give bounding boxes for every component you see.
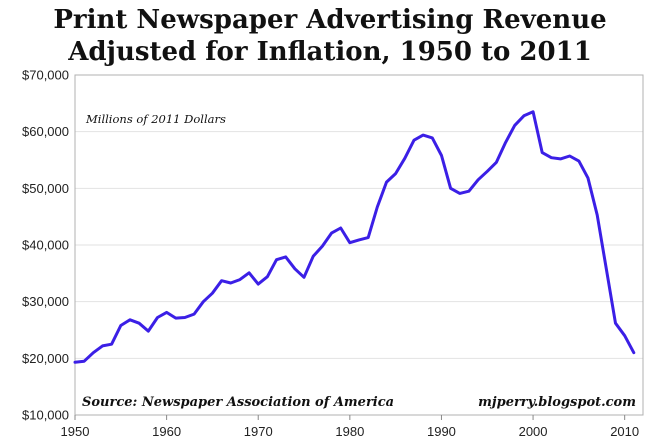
gridlines <box>75 74 643 416</box>
y-tick-label: $70,000 <box>22 68 69 83</box>
title-line-2: Adjusted for Inflation, 1950 to 2011 <box>68 37 592 67</box>
y-axis-tick-labels: $10,000 $20,000 $30,000 $40,000 $50,000 $60,0… <box>22 68 69 423</box>
y-tick-label: $40,000 <box>22 238 69 253</box>
x-tick-label: 1960 <box>152 424 181 439</box>
y-tick-label: $60,000 <box>22 124 69 139</box>
title-line-1: Print Newspaper Advertising Revenue <box>53 5 607 35</box>
y-tick-label: $10,000 <box>22 408 69 423</box>
x-tick-label: 2010 <box>610 424 639 439</box>
series-line <box>73 110 636 364</box>
plot-frame <box>74 74 644 416</box>
x-axis-ticks <box>74 415 626 420</box>
chart-title: Print Newspaper Advertising Revenue Adju… <box>0 4 660 68</box>
y-tick-label: $30,000 <box>22 294 69 309</box>
x-tick-label: 1990 <box>427 424 456 439</box>
source-note: Source: Newspaper Association of America <box>82 395 394 410</box>
x-tick-label: 2000 <box>519 424 548 439</box>
x-tick-label: 1950 <box>61 424 90 439</box>
x-tick-label: 1970 <box>244 424 273 439</box>
y-unit-note: Millions of 2011 Dollars <box>85 112 226 126</box>
credit-note: mjperry.blogspot.com <box>478 395 636 410</box>
x-tick-label: 1980 <box>335 424 364 439</box>
y-tick-label: $50,000 <box>22 181 69 196</box>
y-tick-label: $20,000 <box>22 351 69 366</box>
x-axis-tick-labels: 1950 1960 1970 1980 1990 2000 2010 <box>61 424 640 439</box>
